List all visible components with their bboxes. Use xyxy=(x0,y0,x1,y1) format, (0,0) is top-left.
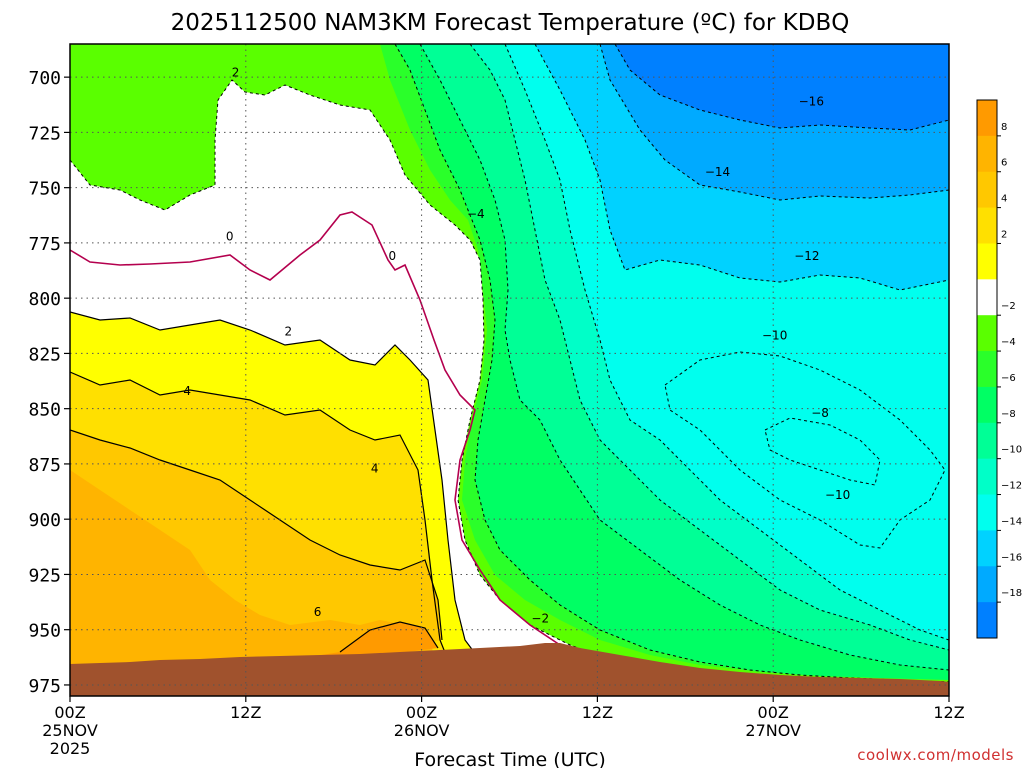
y-tick-label: 875 xyxy=(28,455,61,476)
colorbar-label: −6 xyxy=(1001,373,1016,384)
y-tick-label: 800 xyxy=(28,289,61,310)
contour-labels: 2 −16 −14 −4 0 0 −12 2 −10 4 −8 4 −10 6 −2 xyxy=(183,66,850,626)
contour-minus8-closed xyxy=(764,417,881,486)
contour-minus14 xyxy=(599,44,949,201)
contour-label: −2 xyxy=(531,612,549,626)
contour-4 xyxy=(70,371,449,661)
contour-label: 2 xyxy=(284,324,292,338)
x-tick-label-line2: 25NOV xyxy=(42,721,98,740)
contour-6 xyxy=(70,429,443,641)
colorbar-bin xyxy=(977,100,997,137)
colorbar-bin xyxy=(977,458,997,496)
contour-label: 4 xyxy=(371,461,379,475)
y-tick-label: 900 xyxy=(28,510,61,531)
y-tick-label: 725 xyxy=(28,123,61,144)
y-tick-label: 950 xyxy=(28,621,61,642)
colorbar-bin xyxy=(977,602,997,639)
contour-minus16 xyxy=(614,44,949,131)
colorbar-bin xyxy=(977,530,997,567)
contour-minus4 xyxy=(394,44,949,683)
colorbar-bin xyxy=(977,422,997,460)
y-tick-label: 825 xyxy=(28,344,61,365)
colorbar-label: −8 xyxy=(1001,409,1016,420)
contour-label: 6 xyxy=(314,605,322,619)
ground-terrain xyxy=(70,643,949,696)
x-tick-label-line1: 12Z xyxy=(230,703,261,722)
colorbar-bin xyxy=(977,494,997,531)
temperature-field xyxy=(70,44,949,696)
x-tick-label-line1: 12Z xyxy=(582,703,613,722)
x-tick-label-line1: 00Z xyxy=(406,703,437,722)
contour-2 xyxy=(70,311,481,661)
colorbar-label: −12 xyxy=(1001,481,1022,492)
y-tick-label: 775 xyxy=(28,234,61,255)
chart-title: 2025112500 NAM3KM Forecast Temperature (… xyxy=(171,10,850,36)
y-axis: 700 725 750 775 800 825 850 875 900 925 950 975 xyxy=(28,68,70,697)
x-tick-label-line2: 26NOV xyxy=(394,721,450,740)
x-tick-label-line1: 00Z xyxy=(54,703,85,722)
contour-0-freezing xyxy=(70,211,561,646)
colorbar-label: −14 xyxy=(1001,516,1022,527)
contour-label: −14 xyxy=(705,165,730,179)
contour-label: 2 xyxy=(232,66,240,80)
colorbar-bin xyxy=(977,171,997,209)
contour-label: 4 xyxy=(183,384,191,398)
colorbar-bin xyxy=(977,207,997,244)
contour-label: −10 xyxy=(825,488,850,502)
contour-minus2 xyxy=(70,79,949,685)
x-tick-label-line2: 27NOV xyxy=(745,721,801,740)
colorbar-label: 4 xyxy=(1001,194,1007,205)
colorbar-bin xyxy=(977,566,997,603)
x-tick-label-line1: 00Z xyxy=(758,703,789,722)
colorbar: 8 6 4 2 −2 −4 −6 −8 −10 −12 −14 −16 −18 xyxy=(976,99,1022,639)
y-tick-label: 700 xyxy=(28,68,61,89)
x-tick-label-line1: 12Z xyxy=(933,703,964,722)
colorbar-bin xyxy=(977,135,997,173)
contour-label: −4 xyxy=(467,207,485,221)
contour-label: 0 xyxy=(388,249,396,263)
contour-8 xyxy=(339,621,439,653)
colorbar-bin xyxy=(977,351,997,388)
contour-minus8 xyxy=(469,44,949,651)
contour-label: −12 xyxy=(794,249,819,263)
band-6-to-8 xyxy=(70,470,435,696)
contour-minus6 xyxy=(419,44,949,671)
contour-label: −8 xyxy=(811,406,829,420)
y-tick-label: 975 xyxy=(28,676,61,697)
y-tick-label: 750 xyxy=(28,179,61,200)
colorbar-label: −4 xyxy=(1001,337,1016,348)
contour-minus10-closed xyxy=(664,351,946,549)
colorbar-label: −18 xyxy=(1001,588,1022,599)
colorbar-bin xyxy=(977,243,997,280)
credit-text: coolwx.com/models xyxy=(857,746,1014,764)
grid-lines xyxy=(70,44,949,696)
colorbar-label: −2 xyxy=(1001,301,1016,312)
colorbar-label: −16 xyxy=(1001,552,1022,563)
plot-frame xyxy=(69,43,950,697)
colorbar-label: 2 xyxy=(1001,229,1007,240)
colorbar-label: 6 xyxy=(1001,158,1007,169)
contour-minus10 xyxy=(504,44,949,641)
contour-label: −16 xyxy=(799,94,824,108)
y-tick-label: 850 xyxy=(28,400,61,421)
contour-label: −10 xyxy=(762,329,787,343)
contour-minus12 xyxy=(534,44,949,291)
colorbar-bin xyxy=(977,386,997,424)
x-axis-label: Forecast Time (UTC) xyxy=(414,749,605,768)
x-tick-label-line3: 2025 xyxy=(50,739,91,758)
y-tick-label: 925 xyxy=(28,565,61,586)
contour-label: 0 xyxy=(226,229,234,243)
colorbar-bin xyxy=(977,315,997,352)
colorbar-label: 8 xyxy=(1001,122,1007,133)
colorbar-label: −10 xyxy=(1001,445,1022,456)
colorbar-bin xyxy=(977,279,997,316)
colorbar-frame xyxy=(976,99,998,639)
